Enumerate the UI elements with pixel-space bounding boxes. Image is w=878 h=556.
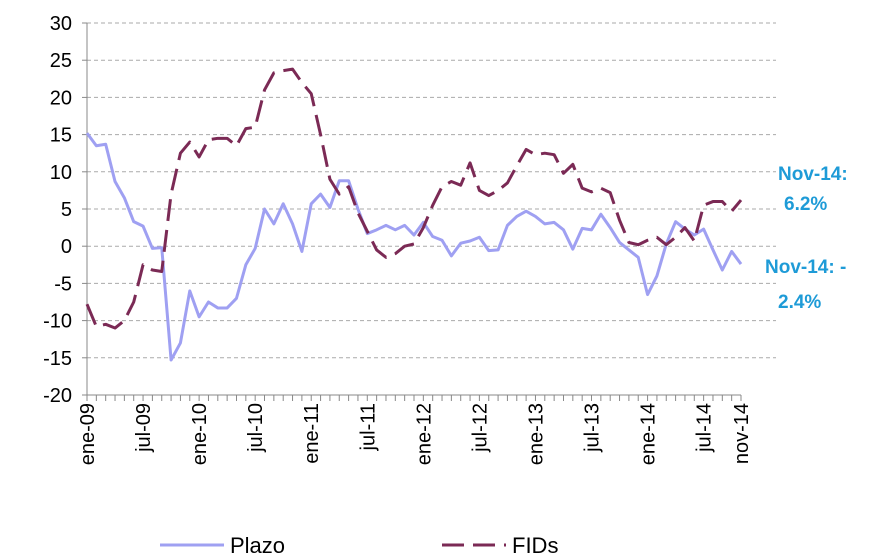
y-tick-label: 30 [50, 13, 72, 35]
legend-label: Plazo [230, 533, 285, 556]
x-tick-label: ene-09 [77, 403, 99, 465]
series-line [85, 132, 743, 362]
y-tick-label: -15 [43, 348, 72, 370]
y-tick-label: -10 [43, 311, 72, 333]
x-tick-label: jul-11 [357, 403, 379, 451]
x-tick-label: jul-10 [245, 403, 267, 453]
series-line [85, 67, 743, 330]
y-tick-label: -20 [43, 385, 72, 407]
y-tick-label: 25 [50, 50, 72, 72]
y-tick-label: 5 [61, 199, 72, 221]
x-tick-label: jul-14 [694, 403, 716, 453]
y-tick-label: 20 [50, 87, 72, 109]
x-tick-label: ene-14 [638, 403, 660, 465]
x-tick-label: ene-10 [189, 403, 211, 465]
x-tick-label: jul-09 [133, 403, 155, 453]
x-tick-label: ene-12 [413, 403, 435, 465]
legend-label: FIDs [512, 533, 558, 556]
y-tick-label: -5 [54, 273, 72, 295]
annotation: 6.2% [784, 194, 827, 215]
y-tick-label: 10 [50, 162, 72, 184]
x-tick-label: ene-13 [525, 403, 547, 465]
y-tick-label: 0 [61, 236, 72, 258]
y-tick-label: 15 [50, 125, 72, 147]
annotation: 2.4% [778, 292, 821, 313]
annotation: Nov-14: - [765, 257, 846, 278]
x-tick-label: ene-11 [301, 403, 323, 464]
x-tick-label: jul-12 [469, 403, 491, 453]
x-tick-label: jul-13 [582, 403, 604, 453]
annotation: Nov-14: [778, 164, 848, 185]
x-tick-label: nov-14 [731, 403, 753, 464]
